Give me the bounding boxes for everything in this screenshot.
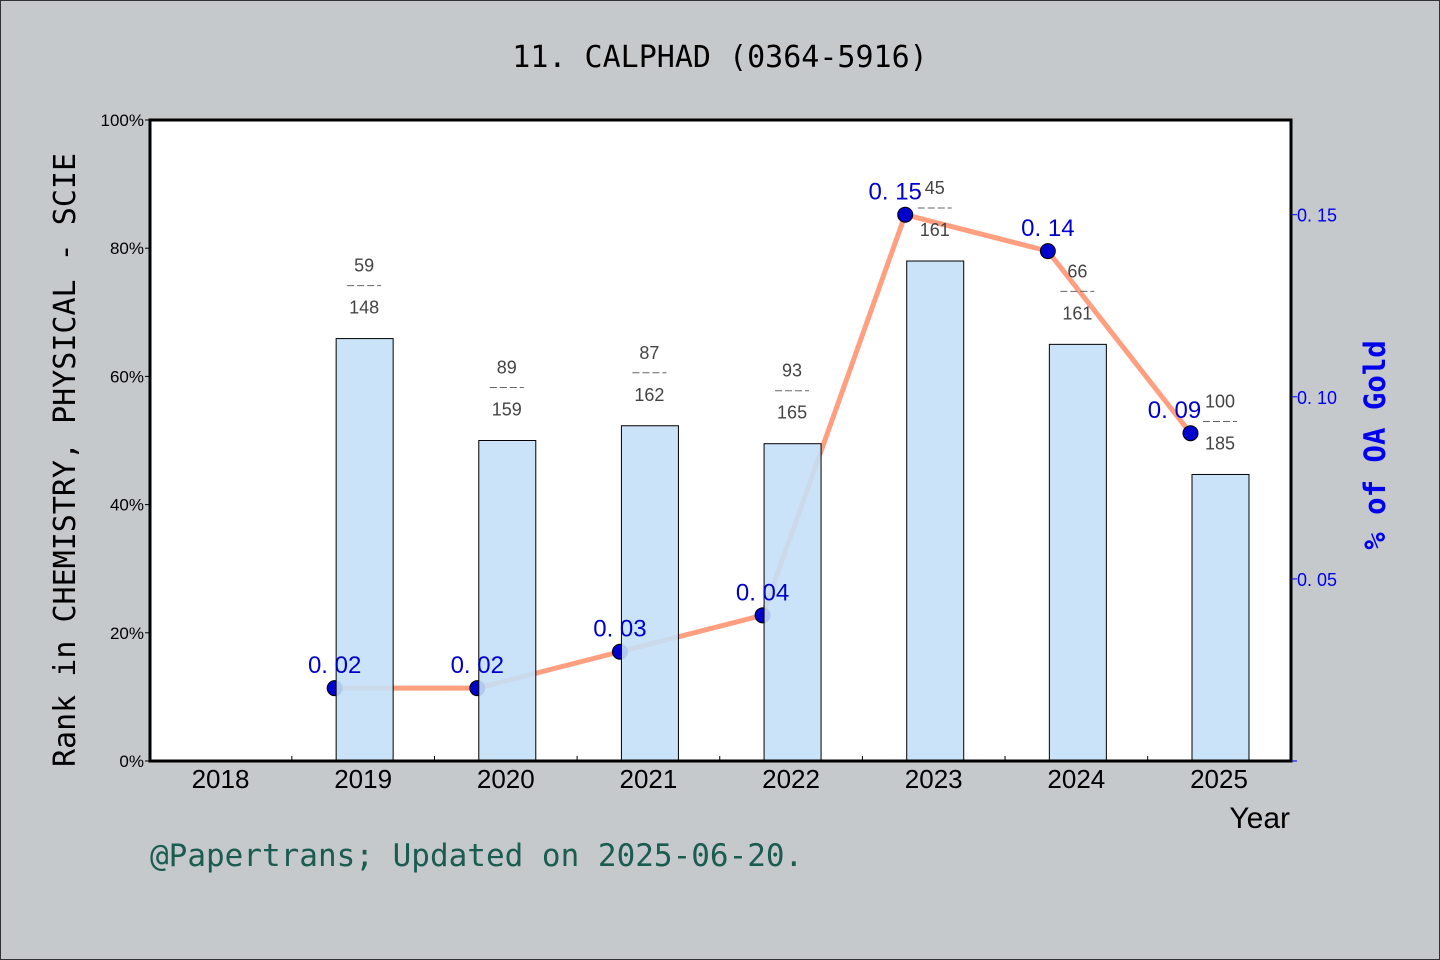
y2-axis-label: % of OA Gold <box>1358 340 1392 550</box>
bar-layer <box>335 260 1250 762</box>
rank-bar <box>335 338 394 762</box>
rank-label: 87 <box>639 343 659 363</box>
oa-gold-value-label: 0. 14 <box>1021 215 1074 242</box>
rank-bar <box>906 260 965 762</box>
rank-label: 89 <box>497 358 517 378</box>
y-tick-label: 80% <box>110 239 144 258</box>
y-tick-label: 0% <box>119 752 144 771</box>
chart-title: 11. CALPHAD (0364-5916) <box>512 40 927 75</box>
y-tick-label: 60% <box>110 367 144 386</box>
rank-label: 45 <box>925 178 945 198</box>
total-label: 148 <box>349 298 379 318</box>
oa-gold-value-label: 0. 02 <box>451 652 504 679</box>
y2-tick-label: 0. 15 <box>1297 206 1337 226</box>
line-layer <box>326 206 1199 697</box>
y2-tick-label: 0. 05 <box>1297 570 1337 590</box>
oa-gold-value-label: 0. 02 <box>308 652 361 679</box>
total-label: 161 <box>1062 303 1092 323</box>
total-label: 165 <box>777 403 807 423</box>
x-tick-label: 2021 <box>620 764 678 794</box>
rank-bar <box>620 425 679 762</box>
oa-gold-point <box>1182 425 1199 442</box>
rank-label: 59 <box>354 256 374 276</box>
rank-label: 100 <box>1205 391 1235 411</box>
rank-label: 93 <box>782 361 802 381</box>
rank-label: 66 <box>1067 261 1087 281</box>
rank-bar <box>1048 343 1107 762</box>
x-tick-label: 2024 <box>1047 764 1105 794</box>
x-tick-label: 2020 <box>477 764 535 794</box>
y-axis-label: Rank in CHEMISTRY, PHYSICAL - SCIE <box>48 153 83 767</box>
footer-credit: @Papertrans; Updated on 2025-06-20. <box>150 838 803 874</box>
total-label: 159 <box>492 400 522 420</box>
oa-gold-value-label: 0. 03 <box>593 616 646 643</box>
oa-gold-value-label: 0. 15 <box>869 179 922 206</box>
x-tick-label: 2018 <box>192 764 250 794</box>
total-label: 162 <box>634 385 664 405</box>
y-tick-label: 20% <box>110 624 144 643</box>
y-tick-label: 100% <box>101 111 144 130</box>
x-tick-label: 2025 <box>1190 764 1248 794</box>
oa-gold-point <box>1039 243 1056 260</box>
plot-border <box>148 118 1293 763</box>
oa-gold-value-label: 0. 09 <box>1148 397 1201 424</box>
x-tick-label: 2019 <box>334 764 392 794</box>
total-label: 185 <box>1205 433 1235 453</box>
rank-bar <box>1191 473 1250 762</box>
rank-bar <box>478 440 537 762</box>
oa-gold-value-label: 0. 04 <box>736 579 789 606</box>
axis-layer: 0% 20% 40% 60% 80% 100% 0. 05 0. 10 0. 15 2018 201… <box>101 111 1338 794</box>
oa-gold-point <box>897 206 914 223</box>
x-tick-label: 2023 <box>905 764 963 794</box>
x-tick-label: 2022 <box>762 764 820 794</box>
y-tick-label: 40% <box>110 496 144 515</box>
total-label: 161 <box>920 220 950 240</box>
y2-tick-label: 0. 10 <box>1297 388 1337 408</box>
rank-bar <box>763 443 822 762</box>
x-axis-label: Year <box>1229 802 1290 835</box>
